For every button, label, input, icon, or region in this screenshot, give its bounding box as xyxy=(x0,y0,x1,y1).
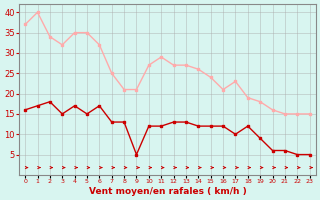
X-axis label: Vent moyen/en rafales ( km/h ): Vent moyen/en rafales ( km/h ) xyxy=(89,187,246,196)
